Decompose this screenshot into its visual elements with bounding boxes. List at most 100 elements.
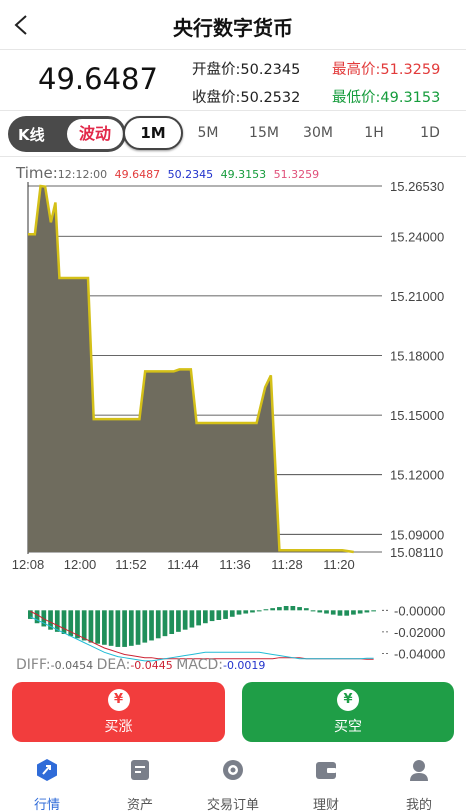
nav-assets[interactable]: 资产 [100, 758, 180, 811]
macd-value: -0.0019 [222, 659, 266, 672]
y-tick-label: 15.12000 [390, 468, 444, 483]
macd-bar [142, 610, 148, 643]
buy-down-label: 买空 [334, 719, 362, 735]
macd-bar [95, 610, 101, 644]
macd-bar [364, 610, 370, 613]
info-value-3: 49.3153 [220, 168, 267, 181]
mode-wave[interactable]: 波动 [67, 119, 123, 149]
y-tick-label: 15.08110 [390, 545, 443, 560]
order-icon [223, 760, 243, 780]
macd-bar [48, 610, 53, 630]
y-tick-label: 15.18000 [390, 348, 444, 363]
macd-bar [28, 610, 33, 619]
macd-bar [122, 610, 127, 647]
low-value: 49.3153 [380, 90, 441, 106]
info-value-1: 49.6487 [114, 168, 161, 181]
y-tick-label: 15.15000 [390, 408, 444, 423]
macd-bar [297, 607, 302, 611]
x-tick-label: 11:44 [167, 557, 199, 572]
macd-bar [223, 610, 228, 619]
tab-1h[interactable]: 1H [364, 125, 384, 141]
time-label: Time: [16, 164, 58, 182]
nav-market[interactable]: 行情 [7, 758, 87, 811]
macd-bar [330, 610, 336, 615]
mode-kline[interactable]: K线 [18, 126, 45, 144]
price-chart[interactable]: 15.26530 15.24000 15.21000 15.18000 15.15000… [0, 158, 466, 678]
high-price: 最高价:51.3259 [332, 58, 440, 79]
macd-bar [236, 610, 242, 615]
period-tabs: K线 波动 1M 5M 15M 30M 1H 1D [0, 111, 466, 157]
nav-label-orders: 交易订单 [206, 798, 259, 811]
nav-orders[interactable]: 交易订单 [193, 758, 273, 811]
macd-bar [102, 610, 107, 645]
macd-bar [128, 610, 134, 646]
close-value: 50.2532 [240, 90, 301, 106]
x-tick-label: 11:52 [115, 557, 147, 572]
buy-down-button[interactable]: ¥ 买空 [242, 682, 454, 742]
chart-mode-toggle[interactable]: K线 波动 [8, 116, 126, 152]
macd-bar [256, 610, 262, 612]
tab-1d[interactable]: 1D [420, 125, 440, 141]
dea-line [30, 616, 374, 662]
price-area [28, 186, 354, 552]
macd-bar [290, 606, 296, 611]
user-icon [410, 760, 428, 781]
crosshair-info: Time:12:12:00 49.6487 50.2345 49.3153 51… [16, 164, 323, 182]
macd-bar [182, 610, 188, 630]
yuan-down-icon: ¥ [337, 689, 359, 711]
buy-up-button[interactable]: ¥ 买涨 [12, 682, 225, 742]
macd-bar [196, 610, 201, 626]
tab-15m[interactable]: 15M [249, 125, 279, 141]
quote-panel: 49.6487 开盘价:50.2345 最高价:51.3259 收盘价:50.2… [0, 50, 466, 111]
open-label: 开盘价: [192, 62, 241, 78]
macd-bar [371, 610, 376, 612]
macd-bar [108, 610, 114, 646]
macd-bar [337, 610, 343, 616]
back-icon[interactable] [10, 10, 34, 40]
wallet-icon [316, 762, 336, 779]
nav-profile[interactable]: 我的 [379, 758, 459, 811]
open-value: 50.2345 [240, 62, 301, 78]
nav-label-profile: 我的 [405, 798, 432, 811]
info-value-4: 51.3259 [273, 168, 320, 181]
high-label: 最高价: [332, 62, 381, 78]
nav-label-assets: 资产 [126, 798, 153, 811]
time-value: 12:12:00 [57, 168, 108, 181]
buy-up-label: 买涨 [104, 719, 133, 735]
nav-finance[interactable]: 理财 [286, 758, 366, 811]
macd-bar [115, 610, 121, 647]
macd-bar [243, 610, 249, 614]
tab-1m[interactable]: 1M [123, 116, 183, 150]
macd-bar [34, 610, 40, 624]
close-price: 收盘价:50.2532 [192, 86, 300, 107]
tab-30m[interactable]: 30M [303, 125, 333, 141]
y-tick-label: 15.26530 [390, 179, 444, 194]
yuan-up-icon: ¥ [107, 689, 130, 711]
diff-label: DIFF: [16, 657, 51, 673]
tab-5m[interactable]: 5M [197, 125, 219, 141]
macd-bar [88, 610, 94, 643]
diff-value: -0.0454 [50, 659, 94, 672]
open-price: 开盘价:50.2345 [192, 58, 300, 79]
macd-bar [310, 610, 316, 612]
macd-label: MACD: [176, 657, 223, 673]
macd-bar [357, 610, 363, 614]
macd-bar [155, 610, 161, 639]
macd-bar [61, 610, 67, 634]
macd-bar [176, 610, 181, 632]
nav-label-market: 行情 [33, 798, 60, 811]
y-tick-label: 15.21000 [390, 289, 444, 304]
macd-bar [229, 610, 235, 617]
dea-value: -0.0445 [130, 659, 173, 672]
y-tick-label: 15.24000 [390, 229, 444, 244]
macd-bar [54, 610, 60, 632]
macd-bar [270, 608, 276, 611]
close-label: 收盘价: [192, 90, 241, 106]
x-tick-label: 12:08 [12, 557, 45, 572]
macd-bar [317, 610, 323, 613]
nav-label-finance: 理财 [312, 798, 339, 811]
macd-bar [283, 606, 289, 611]
low-label: 最低价: [332, 90, 381, 106]
macd-bar [162, 610, 168, 637]
market-icon [37, 759, 57, 781]
